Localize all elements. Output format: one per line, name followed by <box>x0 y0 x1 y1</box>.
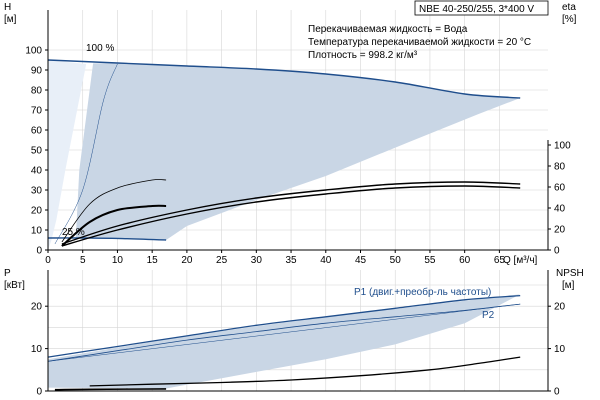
h-tick-60: 60 <box>31 126 43 137</box>
operating-area <box>75 63 521 240</box>
eta-curve-100-lower <box>61 185 521 247</box>
npsh-tick-0: 0 <box>554 387 560 398</box>
q-tick-5: 5 <box>80 255 86 266</box>
info-line-temperature: Температура перекачиваемой жидкости = 20… <box>308 37 531 48</box>
h-tick-80: 80 <box>31 86 43 97</box>
upper-panel: 0 5 10 15 20 25 30 35 40 45 50 55 60 65 0 10 20 30 40 50 60… <box>4 0 577 266</box>
npsh-axis-label: NPSH <box>556 268 584 279</box>
h-tick-70: 70 <box>31 106 43 117</box>
q-tick-15: 15 <box>147 255 159 266</box>
q-tick-65: 65 <box>494 255 506 266</box>
eta-tick-100: 100 <box>554 141 571 152</box>
eta-tick-40: 40 <box>554 204 566 215</box>
h-tick-40: 40 <box>31 166 43 177</box>
q-tick-25: 25 <box>216 255 228 266</box>
h-tick-50: 50 <box>31 146 43 157</box>
p2-curve <box>47 303 521 362</box>
lower-axes <box>47 270 549 392</box>
operating-area-light <box>48 60 87 250</box>
curve-label-p1: P1 (двиг.+преобр-ль частоты) <box>354 286 491 298</box>
q-tick-30: 30 <box>251 255 263 266</box>
upper-x-ticks: 0 5 10 15 20 25 30 35 40 45 50 55 60 65 <box>45 250 505 266</box>
eta-tick-60: 60 <box>554 183 566 194</box>
p2-envelope-line <box>47 303 521 362</box>
h-axis-label: H <box>4 2 11 13</box>
npsh-tick-20: 20 <box>554 302 566 313</box>
q-tick-20: 20 <box>181 255 193 266</box>
envelope-line <box>54 63 118 245</box>
lower-right-ticks: 0 10 20 <box>548 302 566 398</box>
q-tick-50: 50 <box>390 255 402 266</box>
lower-left-ticks: 0 10 20 <box>31 302 48 398</box>
h-tick-90: 90 <box>31 66 43 77</box>
p-axis-label: P <box>4 268 11 279</box>
curve-label-p2: P2 <box>482 310 495 321</box>
lower-operating-area <box>48 294 521 389</box>
q-tick-60: 60 <box>459 255 471 266</box>
lower-series <box>47 294 521 391</box>
p-tick-10: 10 <box>31 344 43 355</box>
h-tick-0: 0 <box>36 246 42 257</box>
h-tick-100: 100 <box>25 46 42 57</box>
h-axis-unit: [м] <box>4 14 17 25</box>
pump-title: NBE 40-250/255, 3*400 V <box>419 4 534 15</box>
info-line-liquid: Перекачиваемая жидкость = Вода <box>308 24 468 35</box>
lower-operating-area-shape <box>48 294 521 389</box>
p1-curve <box>47 294 521 358</box>
h-tick-20: 20 <box>31 206 43 217</box>
eta-tick-80: 80 <box>554 162 566 173</box>
h-tick-30: 30 <box>31 186 43 197</box>
q-tick-35: 35 <box>285 255 297 266</box>
p-min-curve <box>54 388 167 391</box>
npsh-tick-10: 10 <box>554 344 566 355</box>
pump-title-box <box>414 0 549 16</box>
upper-right-ticks: 0 20 40 60 80 100 <box>548 141 571 257</box>
p-tick-0: 0 <box>36 387 42 398</box>
q-tick-40: 40 <box>320 255 332 266</box>
q-axis-label: Q [м³/ч] <box>503 255 538 266</box>
q-tick-10: 10 <box>112 255 124 266</box>
curve-label-25: 25 % <box>62 227 85 238</box>
p-axis-unit: [кВт] <box>4 280 25 291</box>
q-tick-45: 45 <box>355 255 367 266</box>
eta-tick-0: 0 <box>554 246 560 257</box>
lower-panel: 0 10 20 0 10 20 P [кВт] NPSH [м] P1 (двиг.+п… <box>4 268 584 398</box>
eta-curve-100 <box>61 181 521 245</box>
q-tick-55: 55 <box>424 255 436 266</box>
curve-label-100: 100 % <box>86 43 114 54</box>
p-tick-20: 20 <box>31 302 43 313</box>
h-curve-100 <box>47 59 521 99</box>
eta-axis-label: eta <box>562 2 576 13</box>
npsh-curve <box>89 356 521 387</box>
npsh-axis-unit: [м] <box>562 280 575 291</box>
q-tick-0: 0 <box>45 255 51 266</box>
eta-axis-unit: [%] <box>562 14 577 25</box>
upper-left-ticks: 0 10 20 30 40 50 60 70 80 90 100 <box>25 46 48 257</box>
eta-curve-25 <box>61 204 167 247</box>
upper-operating-area <box>48 60 521 250</box>
upper-series <box>47 59 521 247</box>
h-tick-10: 10 <box>31 226 43 237</box>
info-line-density: Плотность = 998.2 кг/м³ <box>308 50 418 61</box>
eta-tick-20: 20 <box>554 225 566 236</box>
eta-curve-mid <box>61 179 167 243</box>
h-curve-25 <box>47 237 167 241</box>
